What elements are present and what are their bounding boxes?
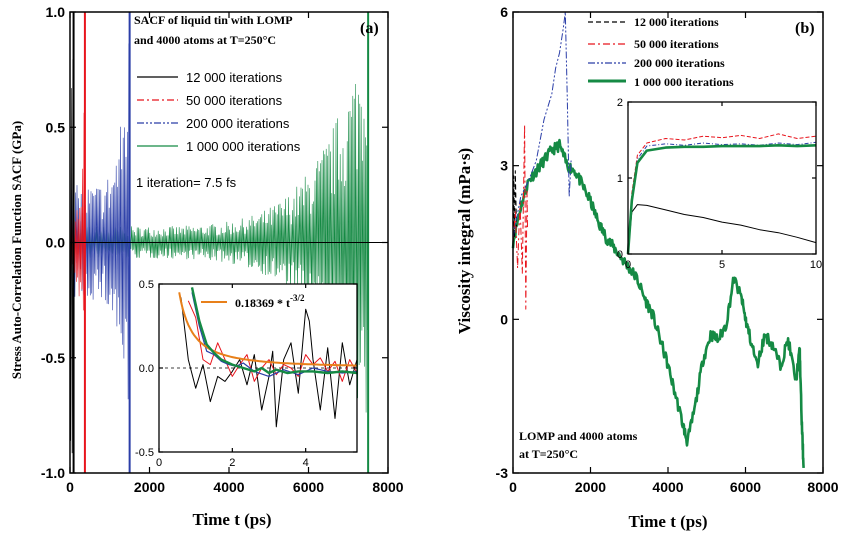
b-x-tick-label: 2000 [575,479,606,495]
a-x-tick-label: 6000 [293,479,324,495]
bi-y-tick-label: 0 [617,249,623,261]
inset-a-ticks: 0 2 4 -0.5 0.0 0.5 [135,279,357,469]
lomp-note-line1: LOMP and 4000 atoms [519,429,638,443]
bi-x-tick-label: 0 [625,259,631,271]
x-axis-label-b: Time t (ps) [628,512,707,531]
chart-panel-a: 0 2000 4000 6000 8000 -1.0 -0.5 0.0 0.5 1.0 Stres… [9,4,404,529]
legend-b-label-50k: 50 000 iterations [634,37,719,51]
b-y-tick-label: 0 [500,311,508,327]
a-y-tick-label: -1.0 [41,465,65,481]
panel-label-a: (a) [360,20,379,37]
inset-a: 0 2 4 -0.5 0.0 0.5 0.18369 * t-3/2 [135,279,358,469]
panel-label-b: (b) [795,20,815,37]
b-y-tick-label: -3 [496,465,509,481]
viscosity-series [511,11,805,468]
inset-b-series-12k [627,204,817,255]
inset-b-series-1m [626,144,817,255]
inset-b-series [626,133,817,255]
ai-y-tick-label: 0.5 [139,279,154,291]
y-axis-label-b: Viscosity integral (mPa·s) [455,148,474,334]
legend-label-12k: 12 000 iterations [186,70,283,85]
b-y-tick-label: 6 [500,4,508,20]
series-1m-line [511,138,805,468]
fit-legend-label: 0.18369 * t-3/2 [235,293,305,310]
inset-b: 0 5 10 0 1 2 [617,97,822,271]
inset-b-series-50k [627,133,817,255]
fit-legend-exponent: -3/2 [290,293,305,303]
ai-y-tick-label: -0.5 [135,447,154,459]
ai-y-tick-label: 0.0 [139,363,154,375]
axis-ticks-a: 0 2000 4000 6000 8000 -1.0 -0.5 0.0 0.5 1.0 [41,4,404,495]
legend-a: 12 000 iterations 50 000 iterations 200 … [137,70,301,154]
b-x-tick-label: 4000 [652,479,683,495]
series-line-1 [512,124,528,310]
iteration-note: 1 iteration= 7.5 fs [136,175,237,190]
legend-b-label-200k: 200 000 iterations [634,56,725,70]
b-x-tick-label: 6000 [730,479,761,495]
legend-label-1m: 1 000 000 iterations [186,139,301,154]
lomp-note-line2: at T=250°C [519,447,578,461]
series-line-0 [512,170,517,258]
a-x-tick-label: 4000 [213,479,244,495]
series-line-2 [512,11,572,238]
bi-x-tick-label: 5 [719,259,725,271]
ai-x-tick-label: 0 [156,457,162,469]
inset-b-ticks: 0 5 10 0 1 2 [617,97,822,271]
a-x-tick-label: 0 [66,479,74,495]
inset-a-series-200k [191,292,358,377]
legend-label-50k: 50 000 iterations [186,93,283,108]
inset-a-series-50k [187,300,358,382]
a-x-tick-label: 8000 [372,479,403,495]
b-y-tick-label: 3 [500,158,508,174]
y-axis-label-a: Stress Auto-Correlation Function SACF (G… [9,121,24,379]
ai-x-tick-label: 2 [229,457,235,469]
legend-label-200k: 200 000 iterations [186,116,290,131]
bi-x-tick-label: 10 [810,259,822,271]
chart-title-a-line2: and 4000 atoms at T=250°C [134,33,276,47]
a-y-tick-label: 0.5 [46,119,66,135]
chart-title-a-line1: SACF of liquid tin with LOMP [134,13,293,27]
x-axis-label-a: Time t (ps) [192,510,271,529]
inset-a-series-12k [180,297,358,428]
legend-b-label-12k: 12 000 iterations [634,15,719,29]
a-x-tick-label: 2000 [134,479,165,495]
inset-b-series-200k [627,141,817,255]
legend-b-label-1m: 1 000 000 iterations [634,75,734,89]
legend-b: 12 000 iterations 50 000 iterations 200 … [588,15,734,89]
inset-a-series [159,287,358,428]
sacf-trace [69,43,130,419]
a-y-tick-label: 0.0 [46,235,66,251]
b-x-tick-label: 8000 [807,479,838,495]
inset-b-background [628,102,816,254]
a-y-tick-label: 1.0 [46,4,66,20]
inset-a-series-1m [190,287,358,375]
a-y-tick-label: -0.5 [41,350,65,366]
fit-legend-formula: 0.18369 * t [235,296,290,310]
bi-y-tick-label: 2 [617,97,623,109]
bi-y-tick-label: 1 [617,173,623,185]
b-x-tick-label: 0 [509,479,517,495]
ai-x-tick-label: 4 [303,457,309,469]
